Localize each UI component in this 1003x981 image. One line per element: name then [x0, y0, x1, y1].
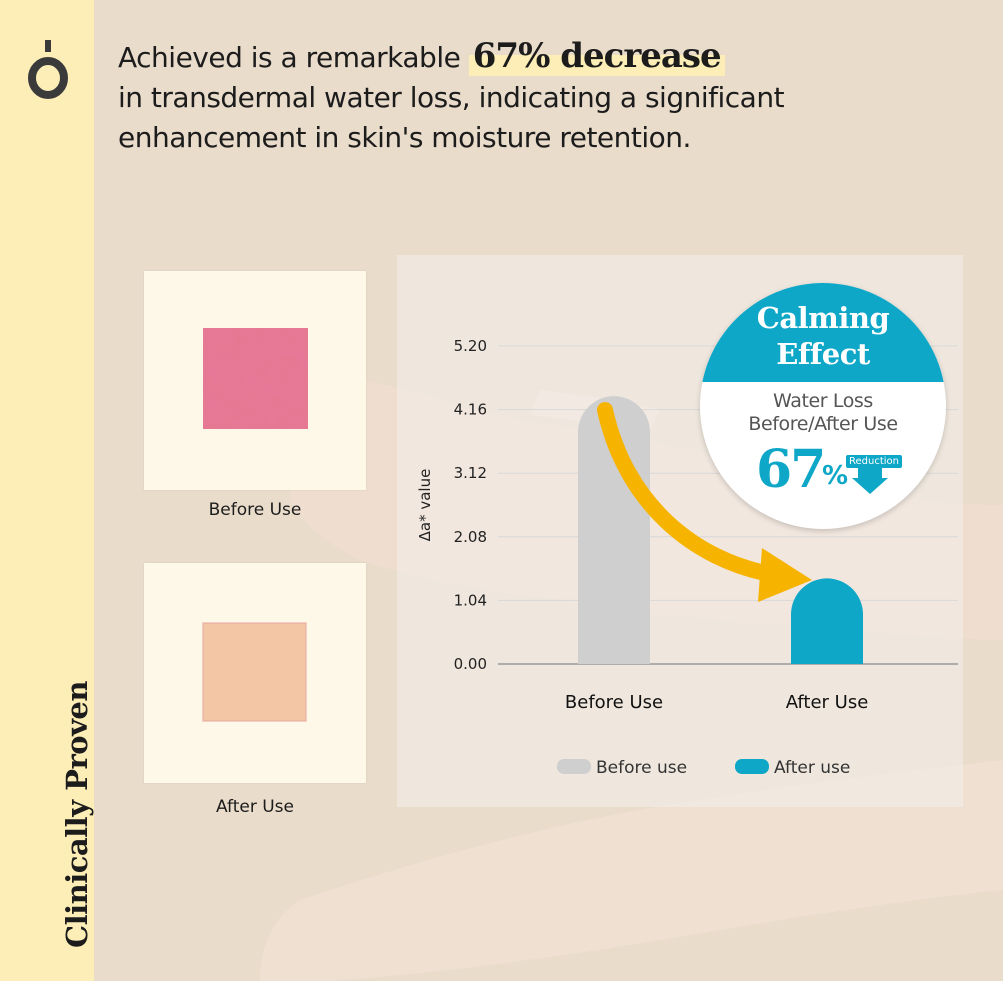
badge-subtitle-line1: Water Loss: [773, 390, 873, 412]
headline-part1: Achieved is a remarkable: [118, 41, 461, 74]
headline-highlight: 67% decrease: [468, 36, 725, 76]
x-tick-label: Before Use: [565, 692, 663, 713]
y-axis-label: Δa* value: [416, 469, 434, 542]
after-use-swatch: [144, 563, 366, 783]
y-tick-label: 1.04: [454, 591, 487, 609]
badge-subtitle-line2: Before/After Use: [748, 413, 898, 435]
legend-swatch: [735, 759, 769, 774]
badge-title-line1: Calming: [756, 301, 890, 335]
headline: Achieved is a remarkable 67% decrease in…: [118, 36, 978, 158]
x-tick-label: After Use: [786, 692, 869, 713]
bar-after-use: [791, 578, 863, 664]
decrease-arrow-head-icon: [758, 548, 812, 602]
after-use-label: After Use: [216, 797, 294, 817]
before-use-swatch: [144, 271, 366, 490]
decrease-arrow-icon: [597, 402, 783, 583]
before-use-label: Before Use: [208, 500, 302, 520]
down-arrow-icon: [852, 468, 888, 494]
y-tick-label: 5.20: [454, 337, 487, 355]
brand-logo-icon: [28, 40, 68, 99]
calming-effect-badge: Calming Effect Water Loss Before/After U…: [700, 283, 946, 529]
legend-label: After use: [774, 758, 850, 778]
after-use-patch-image: [202, 622, 307, 722]
y-tick-label: 4.16: [454, 401, 487, 419]
legend-swatch: [557, 759, 591, 774]
badge-header: [700, 283, 946, 382]
headline-part2: in transdermal water loss, indicating a …: [118, 81, 785, 154]
y-tick-label: 3.12: [454, 464, 487, 482]
badge-percent-value: 67: [756, 439, 826, 500]
badge-title-line2: Effect: [776, 337, 870, 371]
sidebar: Clinically Proven: [0, 0, 94, 981]
badge-percent-unit: %: [822, 461, 849, 491]
before-use-patch-image: [203, 328, 308, 429]
legend-label: Before use: [596, 758, 687, 778]
y-tick-label: 0.00: [454, 655, 487, 673]
y-tick-label: 2.08: [454, 528, 487, 546]
badge-reduction-tag: Reduction: [846, 455, 902, 468]
